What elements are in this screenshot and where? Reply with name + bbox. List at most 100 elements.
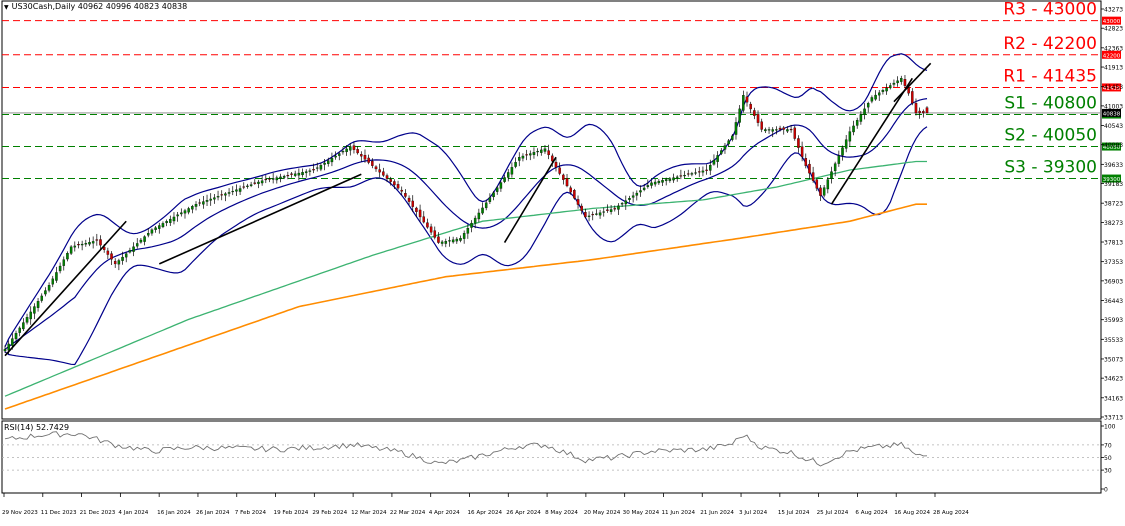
candle-body (679, 175, 683, 177)
candle-body (216, 196, 220, 198)
candle-body (315, 167, 319, 169)
candle-body (907, 87, 910, 94)
candle-body (77, 244, 80, 246)
candle-body (602, 211, 605, 213)
price-tick-label: 43273 (1104, 7, 1123, 14)
candle-body (532, 152, 536, 155)
candle-body (88, 242, 91, 245)
price-tick-label: 35533 (1104, 337, 1123, 344)
price-axis: 43273 42823 42363 41913 41453 41003 40543 40093… (1101, 7, 1123, 422)
candle-body (165, 221, 168, 224)
candle-body (389, 179, 392, 182)
time-tick-label: 6 Aug 2024 (855, 510, 888, 516)
price-tick-label: 40093 (1104, 142, 1123, 149)
candle-body (576, 199, 580, 205)
candle-body (462, 233, 466, 239)
candle-body (866, 103, 870, 108)
price-tick-label: 41003 (1104, 103, 1123, 110)
candle-body (510, 167, 514, 175)
level-label-s1: S1 - 40800 (1004, 94, 1097, 114)
time-tick-label: 16 Jan 2024 (157, 510, 191, 516)
candle-body (657, 180, 661, 184)
candle-body (444, 241, 448, 244)
time-tick-label: 11 Jun 2024 (661, 510, 695, 516)
candle-body (25, 317, 29, 323)
current-price-tag (1102, 108, 1121, 117)
candle-body (738, 108, 741, 123)
candle-body (686, 173, 690, 175)
level-tag-text-r2: 42200 (1103, 53, 1121, 59)
candle-body (62, 259, 66, 266)
candle-body (488, 197, 492, 202)
candle-body (73, 245, 77, 248)
rsi-line (4, 431, 928, 467)
support-resistance-levels (2, 20, 1101, 180)
candle-body (562, 174, 565, 180)
candle-body (749, 103, 752, 110)
candle-body (587, 215, 591, 217)
candle-body (345, 148, 348, 153)
rsi-plot-border (1, 420, 1102, 494)
level-tag-text-r1: 41435 (1103, 86, 1121, 92)
candle-body (396, 184, 400, 189)
candle-body (69, 246, 73, 254)
candle-body (620, 203, 624, 205)
price-tick-label: 36903 (1104, 278, 1123, 285)
candle-body (117, 260, 121, 265)
candle-body (525, 154, 528, 156)
candle-body (169, 218, 172, 223)
candle-body (495, 187, 499, 192)
level-label-s2: S2 - 40050 (1004, 126, 1097, 146)
main-plot-border (1, 0, 1102, 420)
candle-body (319, 165, 323, 170)
level-tag-text-s3: 39300 (1103, 177, 1121, 183)
price-tick-label: 40543 (1104, 123, 1123, 130)
price-tick-label: 42823 (1104, 26, 1123, 33)
time-tick-label: 16 Apr 2024 (468, 510, 503, 516)
candle-body (855, 120, 859, 126)
candle-body (499, 182, 503, 189)
candle-body (40, 295, 43, 301)
candle-body (271, 178, 275, 180)
candle-body (683, 174, 686, 177)
time-tick-label: 28 Aug 2024 (933, 510, 969, 516)
candle-body (257, 181, 260, 184)
candle-body (426, 222, 429, 228)
time-tick-label: 21 Dec 2023 (80, 510, 116, 516)
candle-body (639, 190, 642, 193)
trendlines (4, 62, 932, 357)
price-tick-label: 42363 (1104, 45, 1123, 52)
candle-body (573, 190, 576, 199)
candle-body (231, 190, 234, 193)
candle-body (841, 147, 844, 156)
candle-body (429, 226, 433, 233)
candle-body (451, 239, 455, 243)
candle-body (260, 180, 264, 184)
candle-body (628, 198, 631, 200)
candle-body (896, 80, 899, 84)
candle-body (764, 129, 767, 132)
level-tag-r3 (1102, 16, 1121, 25)
candle-body (51, 278, 55, 285)
candle-body (712, 160, 716, 165)
candle-body (819, 187, 822, 196)
candle-body (529, 153, 532, 156)
candle-body (47, 285, 51, 291)
candle-body (870, 97, 874, 102)
candle-body (121, 256, 124, 261)
candle-body (371, 160, 374, 166)
candle-body (227, 192, 231, 194)
candle-body (598, 212, 602, 216)
candle-body (312, 169, 315, 171)
candle-body (518, 157, 521, 161)
candle-body (113, 260, 117, 265)
candle-body (554, 161, 558, 168)
candle-body (194, 204, 198, 207)
candle-body (694, 172, 697, 174)
candle-body (158, 225, 161, 229)
candle-body (709, 164, 712, 171)
price-tick-label: 34163 (1104, 395, 1123, 402)
candle-body (102, 246, 106, 250)
candle-body (66, 253, 69, 260)
candle-body (642, 187, 646, 190)
